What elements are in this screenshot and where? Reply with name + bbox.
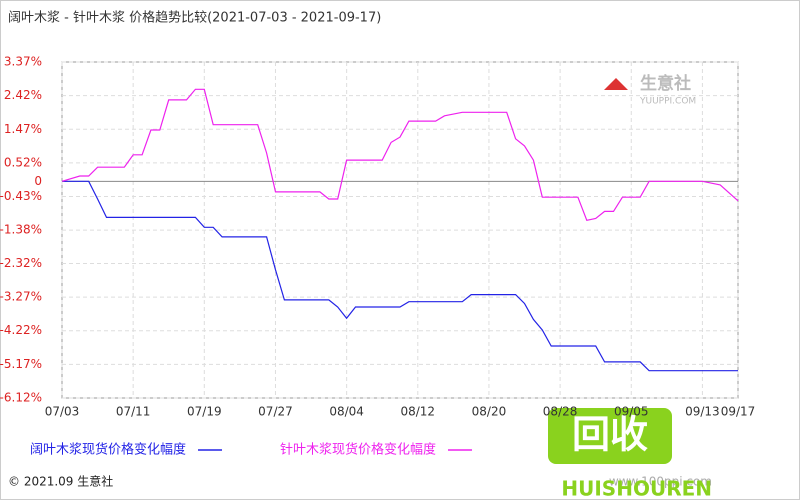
x-tick-label: 08/12: [400, 405, 435, 419]
y-tick-label: -1.38%: [0, 223, 42, 237]
y-tick-label: -4.22%: [0, 323, 42, 337]
logo-icon: [604, 78, 628, 90]
y-tick-label: 3.37%: [4, 55, 42, 69]
legend-label: 针叶木浆现货价格变化幅度: [280, 442, 436, 458]
x-tick-label: 07/03: [45, 405, 80, 419]
x-tick-label: 08/20: [472, 405, 507, 419]
x-tick-label: 09/17: [721, 405, 756, 419]
logo: 生意社 YUUPPI.COM: [604, 73, 696, 107]
logo-url: YUUPPI.COM: [639, 97, 696, 107]
watermark: www.100ppi.com: [609, 475, 712, 489]
x-tick-label: 07/11: [116, 405, 151, 419]
y-tick-label: -2.32%: [0, 256, 42, 270]
y-tick-label: 0.52%: [4, 155, 42, 169]
legend-label: 阔叶木浆现货价格变化幅度: [30, 442, 186, 458]
overlay-text: HUISHOUREN: [561, 477, 712, 501]
overlay-box: [548, 408, 672, 464]
y-tick-label: -0.43%: [0, 189, 42, 203]
x-tick-label: 09/13: [685, 405, 720, 419]
series-line: [62, 180, 738, 372]
overlay: 回收 HUISHOUREN: [548, 408, 712, 501]
x-tick-label: 08/04: [329, 405, 364, 419]
logo-text: 生意社: [640, 73, 691, 94]
x-tick-label: 07/27: [258, 405, 293, 419]
y-tick-label: 1.47%: [4, 122, 42, 136]
overlay-text: 回收: [572, 413, 648, 457]
y-tick-label: 2.42%: [4, 88, 42, 102]
x-tick-label: 07/19: [187, 405, 222, 419]
x-tick-label: 09/05: [614, 405, 649, 419]
source: © 2021.09 生意社: [8, 474, 113, 489]
y-tick-label: -5.17%: [0, 357, 42, 371]
y-tick-label: 0: [34, 174, 42, 188]
chart-title: 阔叶木浆 - 针叶木浆 价格趋势比较(2021-07-03 - 2021-09-…: [8, 10, 381, 26]
y-tick-label: -6.12%: [0, 391, 42, 405]
series-line: [61, 88, 739, 221]
y-tick-label: -3.27%: [0, 290, 42, 304]
x-tick-label: 08/28: [543, 405, 578, 419]
